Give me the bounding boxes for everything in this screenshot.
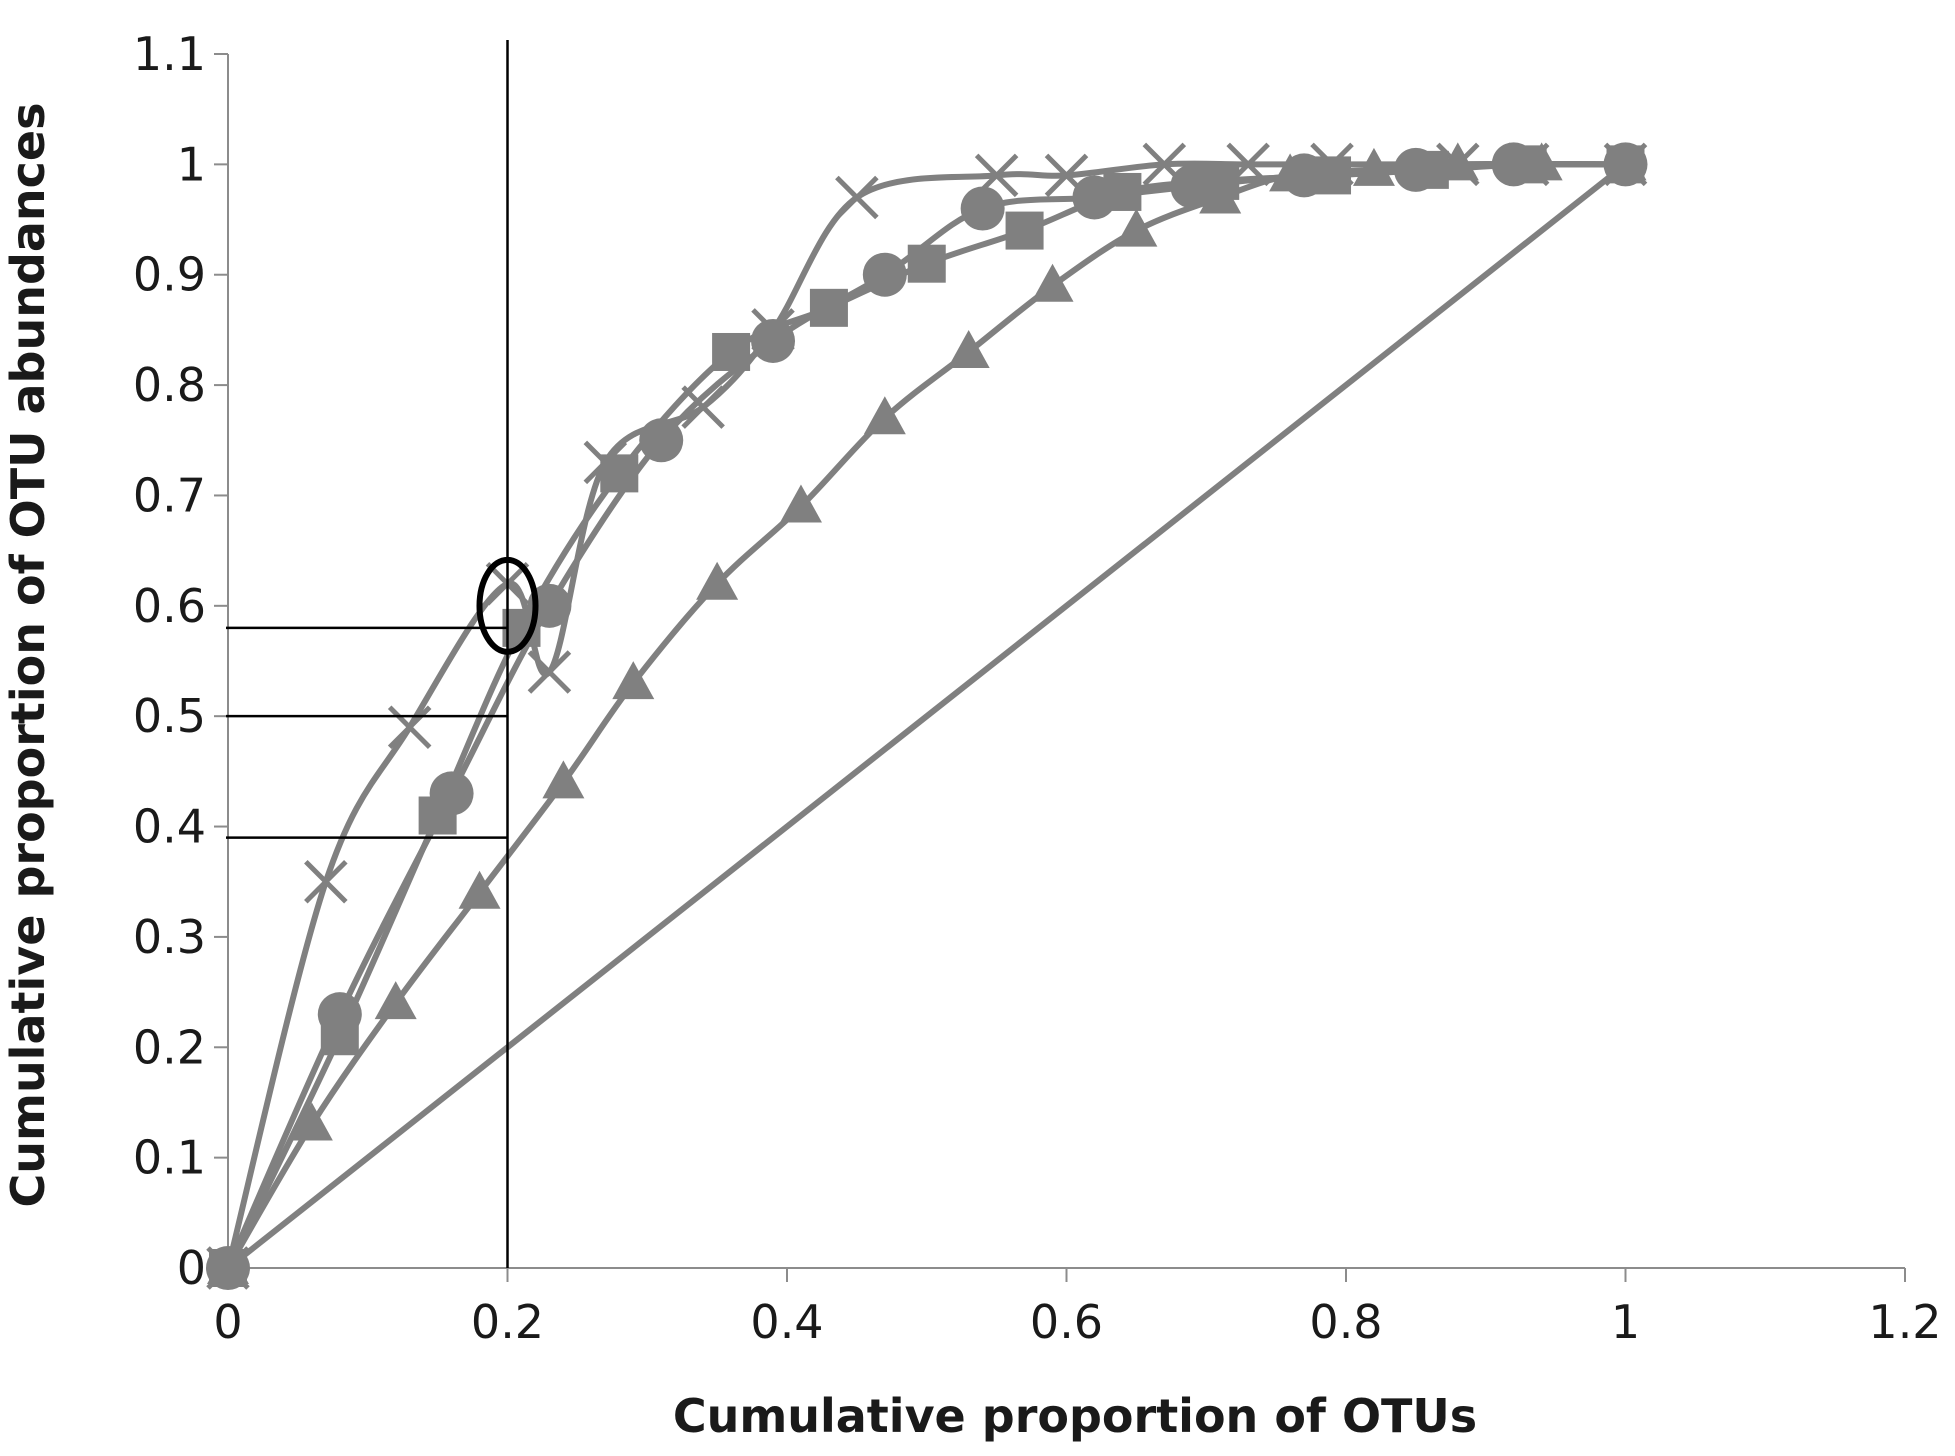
y-tick-label: 0.5 [133,689,206,743]
data-point-cross-stroke [527,650,572,694]
y-tick-label: 0.6 [133,579,206,633]
y-tick-label: 0 [177,1241,206,1295]
y-axis-title: Cumulative proportion of OTU abundances [1,102,55,1207]
data-point-triangle [1352,147,1395,186]
data-point-square [600,454,639,493]
data-point-circle [639,418,684,463]
data-point-triangle [696,561,739,600]
data-point-triangle [458,870,501,909]
x-tick-label: 0.6 [1030,1295,1103,1349]
y-tick-label: 1.1 [133,27,206,81]
y-tick-label: 0.8 [133,358,206,412]
data-point-square [809,288,848,327]
series-line [226,162,1628,1271]
data-point-triangle [1031,263,1074,302]
tick-labels: 0 0.1 0.2 0.3 0.4 0.5 0.6 0.7 0.8 0.9 1 1.1 0 0.2 0.4 0… [133,27,1942,1349]
annotation-layer [226,40,539,1268]
data-point-triangle [542,760,585,799]
x-tick-label: 0.2 [471,1295,544,1349]
y-tick-label: 0.1 [133,1131,206,1185]
data-point-cross [304,859,348,904]
data-point-cross [527,650,572,694]
x-tick-label: 0.8 [1309,1295,1382,1349]
data-point-triangle [947,329,990,368]
x-tick-label: 0 [213,1295,242,1349]
data-point-cross-stroke [387,705,432,749]
data-point-triangle [1436,142,1479,181]
series-reference [226,162,1628,1271]
y-tick-label: 0.9 [133,248,206,302]
data-point-square [1410,150,1449,189]
y-tick-label: 0.2 [133,1020,206,1074]
data-point-cross-stroke [835,175,879,220]
data-point-triangle [612,661,655,700]
y-tick-label: 0.4 [133,800,206,854]
x-tick-label: 1 [1611,1295,1640,1349]
data-point-cross [387,705,432,749]
data-point-square [418,796,457,835]
data-point-square [907,244,946,283]
data-point-cross-stroke [304,859,348,904]
data-point-triangle [1520,142,1563,181]
data-point-square [1005,211,1044,250]
data-point-triangle [779,484,822,523]
series-layer [206,142,1648,1290]
x-tick-label: 1.2 [1868,1295,1941,1349]
data-point-square [712,332,751,371]
data-point-square [320,1017,359,1056]
data-point-triangle [1269,153,1312,192]
y-tick-label: 0.3 [133,910,206,964]
data-point-square [1103,172,1142,211]
data-point-triangle [374,981,417,1020]
y-tick-label: 1 [177,137,206,191]
highlight-ellipse [476,556,539,655]
data-point-cross-stroke [1044,153,1089,198]
x-axis-title: Cumulative proportion of OTUs [673,1389,1477,1443]
y-tick-label: 0.7 [133,468,206,522]
data-point-circle [960,186,1005,231]
data-point-square [1313,156,1352,195]
series-triangle [207,142,1647,1284]
data-point-triangle [1115,208,1158,247]
data-point-triangle [290,1102,333,1141]
data-point-triangle [1199,175,1242,214]
data-point-triangle [863,396,906,435]
data-point-cross [835,175,879,220]
x-tick-label: 0.4 [750,1295,823,1349]
data-point-cross-stroke [1142,142,1187,187]
data-point-cross-stroke [681,385,725,429]
axes [214,53,1906,1282]
